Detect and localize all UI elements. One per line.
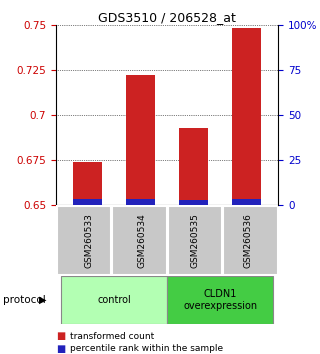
Text: GSM260535: GSM260535 xyxy=(190,213,199,268)
Bar xyxy=(126,75,155,205)
Text: GSM260534: GSM260534 xyxy=(138,213,147,268)
Bar xyxy=(232,28,261,205)
Bar xyxy=(167,276,273,324)
Bar xyxy=(179,128,208,205)
Bar xyxy=(73,162,102,205)
Bar xyxy=(112,206,167,275)
Text: GSM260533: GSM260533 xyxy=(84,213,93,268)
Text: control: control xyxy=(97,295,131,305)
Text: percentile rank within the sample: percentile rank within the sample xyxy=(70,344,224,353)
Text: GSM260536: GSM260536 xyxy=(244,213,252,268)
Text: ■: ■ xyxy=(56,344,65,354)
Bar xyxy=(223,206,278,275)
Text: transformed count: transformed count xyxy=(70,332,155,341)
Bar xyxy=(57,206,111,275)
Bar xyxy=(73,199,102,205)
Text: CLDN1
overexpression: CLDN1 overexpression xyxy=(183,289,257,311)
Text: protocol: protocol xyxy=(3,295,46,305)
Bar xyxy=(179,200,208,205)
Text: ▶: ▶ xyxy=(39,295,47,305)
Bar xyxy=(232,199,261,205)
Bar xyxy=(61,276,167,324)
Text: ■: ■ xyxy=(56,331,65,341)
Title: GDS3510 / 206528_at: GDS3510 / 206528_at xyxy=(98,11,236,24)
Bar xyxy=(126,199,155,205)
Bar xyxy=(168,206,222,275)
